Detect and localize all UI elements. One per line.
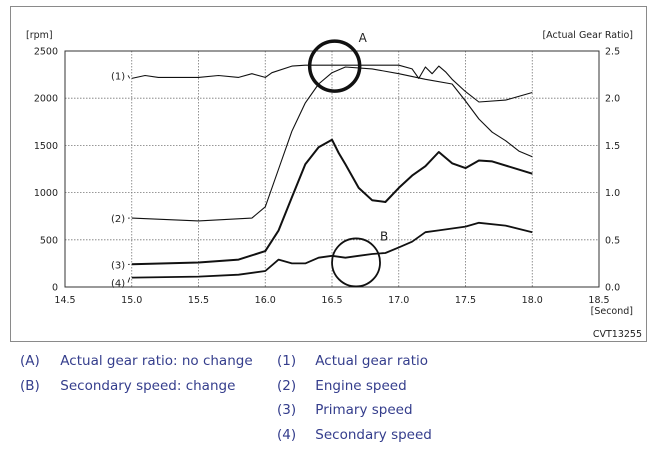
- annotation-legend: (A) Actual gear ratio: no change (B) Sec…: [20, 350, 253, 399]
- annotation-label-b: B: [380, 229, 388, 243]
- legend-text: Secondary speed: [315, 426, 432, 443]
- legend-text: Secondary speed: change: [60, 377, 236, 394]
- series-leader: [127, 75, 131, 79]
- y-tick-label: 1500: [34, 141, 58, 152]
- y-tick-label: 500: [40, 235, 58, 246]
- y-tick-label: 1000: [34, 188, 58, 199]
- chart-figure: 14.5 15.0 15.5 16.0 16.5 17.0 17.5 18.0 18.5 0 500…: [10, 6, 647, 342]
- annotation-circle-a: [307, 39, 362, 93]
- x-tick-label: 16.0: [255, 295, 276, 306]
- x-tick-label: 15.5: [188, 295, 209, 306]
- legend-row-3: (3) Primary speed: [277, 399, 432, 424]
- series-line: [131, 138, 533, 266]
- series-leader: [127, 277, 131, 283]
- legend-tag: (A): [20, 353, 40, 369]
- y2-tick-label: 1.0: [605, 188, 620, 199]
- figure-code: CVT13255: [593, 329, 642, 340]
- legend-tag: (3): [277, 402, 297, 418]
- legend-text: Engine speed: [315, 377, 407, 394]
- series-label: (2): [111, 214, 125, 225]
- x-tick-label: 15.0: [121, 295, 142, 306]
- legend-text: Actual gear ratio: [315, 353, 428, 369]
- legend-row-2: (2) Engine speed: [277, 375, 432, 400]
- line-chart: 14.5 15.0 15.5 16.0 16.5 17.0 17.5 18.0 18.5 0 500…: [26, 30, 642, 340]
- annotation-circle-b: [331, 237, 381, 288]
- legend-row-a: (A) Actual gear ratio: no change: [20, 350, 253, 375]
- y2-tick-label: 1.5: [605, 141, 620, 152]
- y2-tick-label: 0.0: [605, 283, 620, 294]
- legend-tag: (4): [277, 426, 297, 443]
- annotation-label-a: A: [359, 31, 368, 45]
- legend-text: Primary speed: [315, 402, 413, 418]
- x-tick-label: 16.5: [321, 295, 342, 306]
- y-tick-label: 2500: [34, 47, 58, 58]
- legend-text: Actual gear ratio: no change: [60, 353, 253, 369]
- legend-tag: (1): [277, 353, 297, 369]
- series-line: [131, 221, 533, 279]
- legend-row-b: (B) Secondary speed: change: [20, 375, 253, 400]
- legend-tag: (2): [277, 377, 297, 394]
- x-tick-label: 17.5: [455, 295, 476, 306]
- x-tick-label: 17.0: [388, 295, 409, 306]
- y2-tick-label: 2.0: [605, 94, 620, 105]
- plot-frame: [64, 50, 600, 288]
- y-tick-label: 2000: [34, 94, 58, 105]
- x-tick-label: 18.5: [588, 295, 609, 306]
- series-line: [131, 64, 533, 103]
- legend-tag: (B): [20, 377, 40, 394]
- legend-row-1: (1) Actual gear ratio: [277, 350, 432, 375]
- series-label: (4): [111, 279, 125, 290]
- x-tick-label: 18.0: [522, 295, 543, 306]
- series-label: (1): [111, 71, 125, 82]
- series-label: (3): [111, 260, 125, 271]
- x-tick-label: 14.5: [54, 295, 75, 306]
- legend-row-4: (4) Secondary speed: [277, 424, 432, 449]
- y2-tick-label: 0.5: [605, 235, 620, 246]
- y2-axis-unit: [Actual Gear Ratio]: [542, 30, 633, 41]
- y2-tick-label: 2.5: [605, 47, 620, 58]
- y-axis-unit: [rpm]: [26, 30, 53, 41]
- series-legend: (1) Actual gear ratio (2) Engine speed (…: [277, 350, 432, 448]
- y-tick-label: 0: [52, 283, 58, 294]
- x-axis-unit: [Second]: [591, 306, 633, 317]
